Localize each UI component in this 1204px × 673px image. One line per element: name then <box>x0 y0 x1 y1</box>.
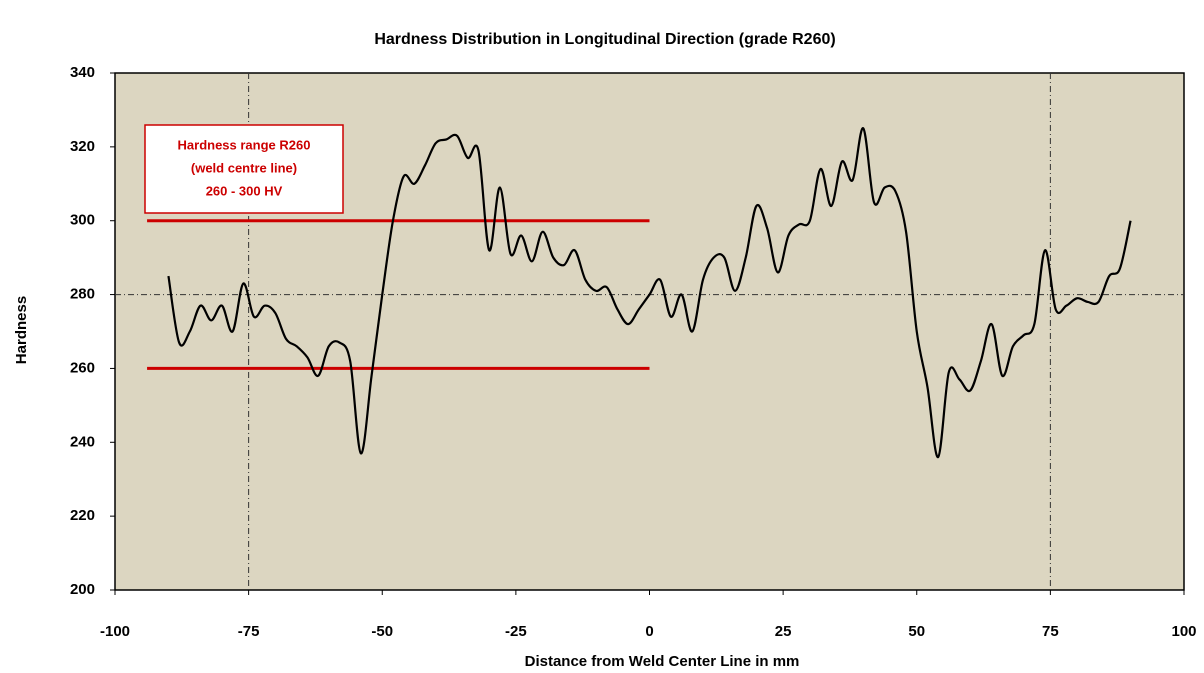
x-axis-label: Distance from Weld Center Line in mm <box>525 653 800 670</box>
x-tick-label: -25 <box>505 623 527 640</box>
x-tick-label: -50 <box>371 623 393 640</box>
y-tick-label: 260 <box>70 359 95 376</box>
chart-title: Hardness Distribution in Longitudinal Di… <box>374 31 835 48</box>
y-tick-label: 280 <box>70 286 95 303</box>
y-tick-label: 220 <box>70 507 95 524</box>
x-tick-label: 75 <box>1042 623 1059 640</box>
x-tick-label: 50 <box>908 623 925 640</box>
annotation-box <box>144 124 344 214</box>
annotation-text: Hardness range R260 <box>178 137 311 152</box>
x-tick-label: -100 <box>100 623 130 640</box>
annotation-text: (weld centre line) <box>191 160 297 175</box>
y-axis-label: Hardness <box>13 296 30 364</box>
x-tick-label: -75 <box>238 623 260 640</box>
y-tick-label: 200 <box>70 581 95 598</box>
y-tick-label: 300 <box>70 212 95 229</box>
y-tick-label: 240 <box>70 433 95 450</box>
annotation-text: 260 - 300 HV <box>206 183 283 198</box>
y-tick-label: 320 <box>70 138 95 155</box>
x-tick-label: 100 <box>1171 623 1196 640</box>
data-line <box>167 127 1132 459</box>
x-tick-label: 25 <box>775 623 792 640</box>
x-tick-label: 0 <box>645 623 653 640</box>
y-tick-label: 340 <box>70 64 95 81</box>
